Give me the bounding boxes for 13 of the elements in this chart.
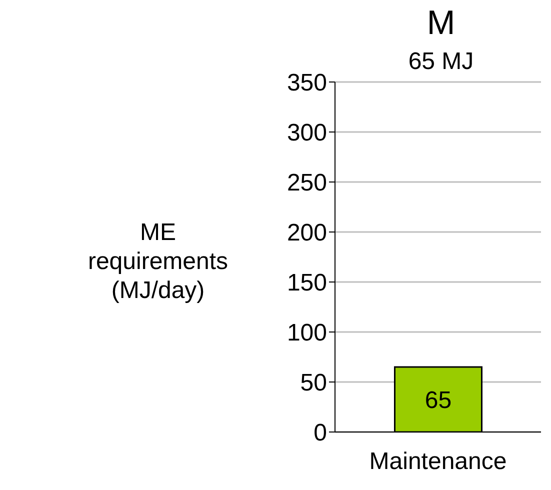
y-tick-label: 100 (286, 320, 327, 347)
y-tick-label: 150 (286, 270, 327, 297)
data-label: 65 (424, 387, 452, 414)
y-tick-label: 250 (286, 170, 327, 197)
y-tick-label: 200 (286, 220, 327, 247)
y-tick-label: 300 (286, 120, 327, 147)
y-tick-label: 0 (314, 420, 327, 447)
x-tick-label: Maintenance (369, 448, 507, 476)
chart-subtitle: 65 MJ (407, 48, 475, 76)
y-tick-label: 350 (286, 70, 327, 97)
y-axis-title: ME requirements (MJ/day) (86, 218, 230, 305)
y-tick-label: 50 (300, 370, 327, 397)
chart-title: M (426, 4, 456, 43)
